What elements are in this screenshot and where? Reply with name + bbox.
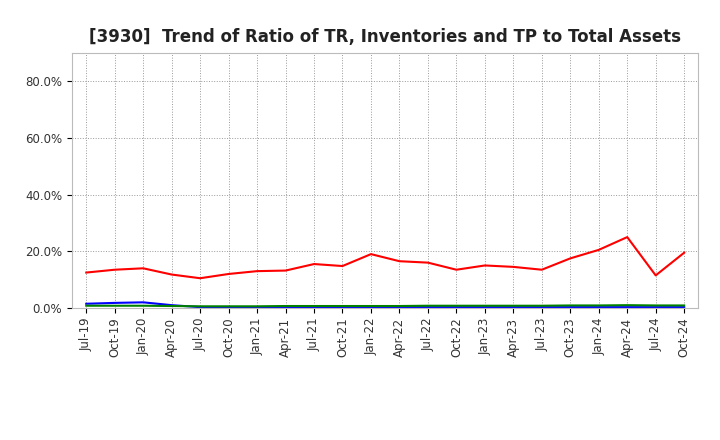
Trade Payables bbox=[282, 303, 290, 308]
Trade Payables bbox=[366, 303, 375, 308]
Trade Receivables bbox=[652, 273, 660, 278]
Trade Payables bbox=[310, 303, 318, 308]
Trade Receivables bbox=[395, 259, 404, 264]
Trade Payables bbox=[452, 303, 461, 308]
Trade Receivables bbox=[253, 268, 261, 274]
Trade Receivables bbox=[509, 264, 518, 270]
Title: [3930]  Trend of Ratio of TR, Inventories and TP to Total Assets: [3930] Trend of Ratio of TR, Inventories… bbox=[89, 28, 681, 46]
Trade Receivables bbox=[338, 264, 347, 269]
Inventories bbox=[110, 300, 119, 305]
Trade Payables bbox=[167, 303, 176, 308]
Trade Receivables bbox=[452, 267, 461, 272]
Inventories bbox=[423, 304, 432, 310]
Inventories bbox=[139, 300, 148, 305]
Trade Receivables bbox=[310, 261, 318, 267]
Trade Payables bbox=[652, 303, 660, 308]
Line: Trade Payables: Trade Payables bbox=[86, 305, 684, 306]
Trade Receivables bbox=[282, 268, 290, 273]
Inventories bbox=[566, 304, 575, 310]
Trade Receivables bbox=[623, 235, 631, 240]
Trade Receivables bbox=[566, 256, 575, 261]
Inventories bbox=[282, 304, 290, 310]
Trade Payables bbox=[395, 303, 404, 308]
Trade Payables bbox=[139, 303, 148, 308]
Trade Receivables bbox=[225, 271, 233, 277]
Trade Receivables bbox=[423, 260, 432, 265]
Trade Receivables bbox=[366, 252, 375, 257]
Trade Payables bbox=[480, 303, 489, 308]
Trade Payables bbox=[423, 303, 432, 308]
Trade Receivables bbox=[167, 272, 176, 277]
Inventories bbox=[196, 304, 204, 310]
Inventories bbox=[338, 304, 347, 310]
Trade Receivables bbox=[110, 267, 119, 272]
Inventories bbox=[225, 304, 233, 310]
Trade Payables bbox=[509, 303, 518, 308]
Inventories bbox=[537, 304, 546, 310]
Inventories bbox=[366, 304, 375, 310]
Inventories bbox=[167, 303, 176, 308]
Inventories bbox=[509, 304, 518, 310]
Trade Receivables bbox=[196, 275, 204, 281]
Trade Payables bbox=[537, 303, 546, 308]
Trade Receivables bbox=[537, 267, 546, 272]
Trade Receivables bbox=[480, 263, 489, 268]
Line: Trade Receivables: Trade Receivables bbox=[86, 237, 684, 278]
Inventories bbox=[652, 304, 660, 310]
Inventories bbox=[310, 304, 318, 310]
Trade Receivables bbox=[139, 266, 148, 271]
Inventories bbox=[680, 304, 688, 310]
Trade Payables bbox=[253, 304, 261, 309]
Inventories bbox=[595, 304, 603, 310]
Trade Payables bbox=[110, 303, 119, 308]
Trade Payables bbox=[566, 303, 575, 308]
Inventories bbox=[452, 304, 461, 310]
Trade Payables bbox=[82, 303, 91, 308]
Inventories bbox=[623, 304, 631, 310]
Trade Receivables bbox=[82, 270, 91, 275]
Trade Payables bbox=[680, 303, 688, 308]
Trade Payables bbox=[595, 303, 603, 308]
Trade Payables bbox=[196, 304, 204, 309]
Trade Receivables bbox=[680, 250, 688, 255]
Trade Payables bbox=[623, 303, 631, 308]
Line: Inventories: Inventories bbox=[86, 302, 684, 307]
Inventories bbox=[395, 304, 404, 310]
Inventories bbox=[480, 304, 489, 310]
Trade Receivables bbox=[595, 247, 603, 253]
Trade Payables bbox=[338, 303, 347, 308]
Inventories bbox=[82, 301, 91, 306]
Trade Payables bbox=[225, 304, 233, 309]
Inventories bbox=[253, 304, 261, 310]
